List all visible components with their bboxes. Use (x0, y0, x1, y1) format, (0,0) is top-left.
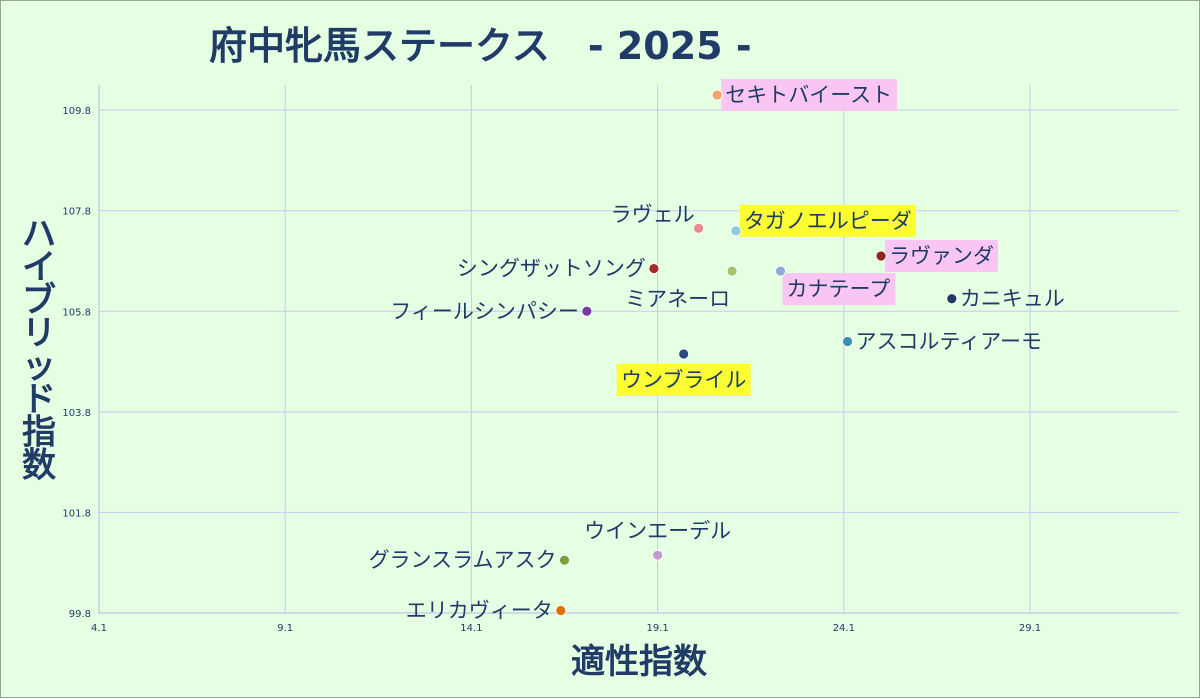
data-point[interactable] (652, 549, 664, 561)
data-point[interactable] (946, 293, 958, 305)
grid (98, 85, 1179, 614)
point-label: タガノエルピーダ (744, 209, 912, 233)
point-label: シングザットソング (457, 257, 646, 281)
point-label: ラヴェル (611, 202, 695, 226)
data-point[interactable] (678, 348, 690, 360)
y-tick-label: 103.8 (62, 408, 91, 419)
chart-title: 府中牝馬ステークス - 2025 - (209, 24, 752, 68)
point-label: カニキュル (960, 287, 1065, 311)
x-tick-label: 29.1 (1019, 623, 1041, 634)
data-point[interactable] (711, 89, 723, 101)
point-label: ウンブライル (621, 368, 746, 392)
point-label: ラヴァンダ (889, 244, 994, 268)
x-tick-label: 24.1 (833, 623, 855, 634)
x-axis-title: 適性指数 (571, 642, 707, 682)
data-point[interactable] (875, 250, 887, 262)
data-point[interactable] (842, 336, 853, 347)
label-highlight (885, 239, 999, 272)
point-label: フィールシンパシー (390, 299, 579, 323)
point-label: セキトバイースト (725, 83, 892, 107)
point-label: ウインエーデル (584, 519, 731, 543)
y-tick-label: 99.8 (69, 609, 91, 620)
y-tick-label: 109.8 (62, 106, 91, 117)
plot-area (99, 85, 1179, 613)
point-label: グランスラムアスク (369, 548, 557, 572)
point-label: カナテープ (787, 277, 891, 301)
label-highlight (739, 204, 916, 237)
x-tick-label: 14.1 (460, 623, 482, 634)
y-axis-title: ハイブリッド指数 (22, 215, 56, 486)
x-tick-label: 19.1 (646, 623, 668, 634)
data-points (555, 89, 958, 616)
data-point[interactable] (581, 305, 593, 317)
label-highlight (782, 273, 896, 306)
data-point[interactable] (693, 222, 704, 234)
data-point[interactable] (775, 265, 786, 277)
y-tick-label: 107.8 (62, 207, 91, 218)
axis-ticks: 4.1 9.1 14.1 19.1 24.1 29.1 99.8 101.8 103.8 105.… (62, 106, 1041, 634)
point-label: ミアネーロ (625, 287, 730, 311)
x-tick-label: 4.1 (91, 623, 107, 634)
data-point[interactable] (555, 605, 567, 616)
x-tick-label: 9.1 (277, 623, 293, 634)
data-point[interactable] (726, 265, 738, 277)
point-label: エリカヴィータ (406, 598, 553, 622)
label-highlight (616, 364, 751, 397)
label-highlight (721, 79, 898, 112)
data-point[interactable] (648, 263, 660, 274)
point-label: アスコルティアーモ (856, 329, 1042, 353)
data-point[interactable] (730, 225, 742, 237)
data-point[interactable] (559, 554, 570, 566)
y-tick-label: 101.8 (62, 508, 91, 519)
y-tick-label: 105.8 (62, 307, 91, 318)
